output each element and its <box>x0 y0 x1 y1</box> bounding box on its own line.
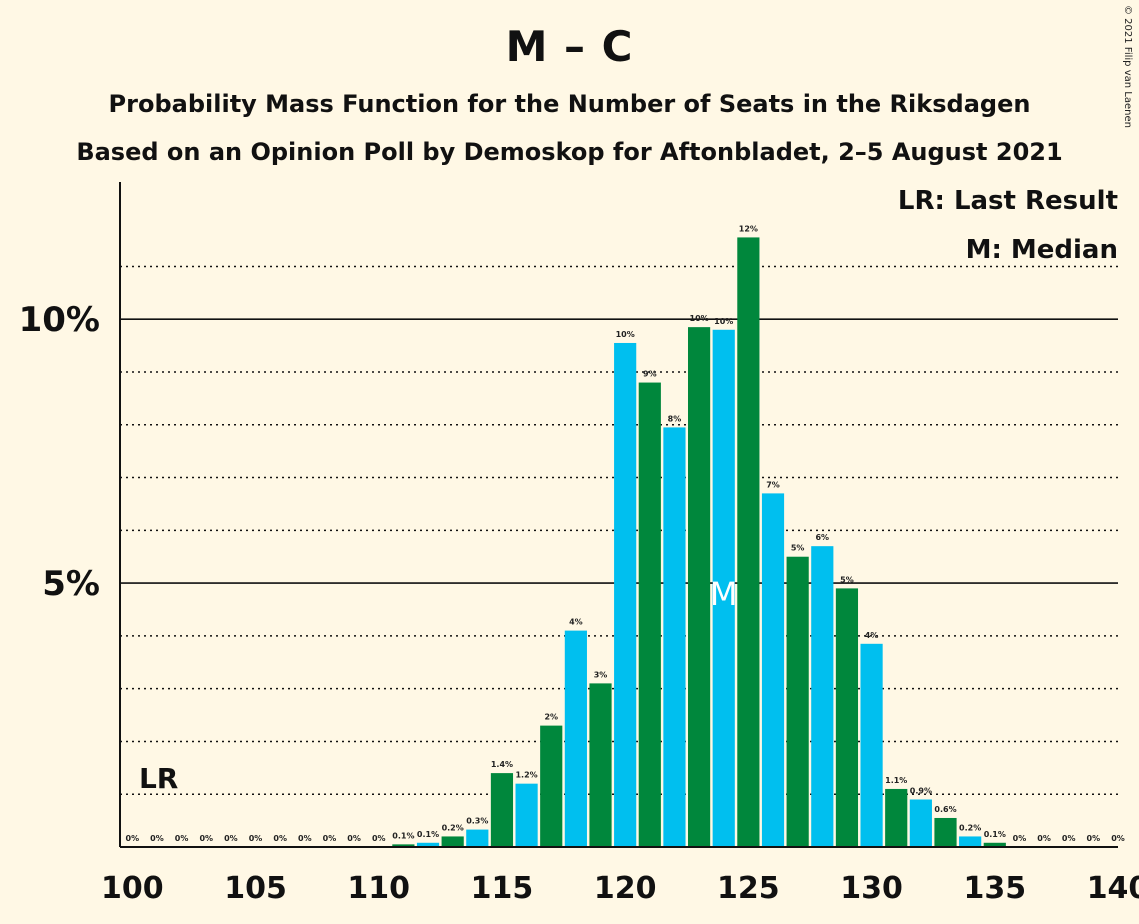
data-label-seat-101: 0% <box>150 834 164 843</box>
bar-seat-124 <box>712 329 735 847</box>
x-tick-label: 135 <box>963 871 1026 906</box>
chart-title: M – C <box>505 22 634 71</box>
bar-seat-114 <box>466 829 489 847</box>
x-tick-label: 110 <box>347 871 410 906</box>
bar-seat-134 <box>959 836 982 847</box>
data-label-seat-123: 10% <box>690 314 709 323</box>
bar-seat-130 <box>860 643 883 847</box>
data-label-seat-104: 0% <box>224 834 238 843</box>
median-marker: M <box>710 575 738 613</box>
bar-seat-115 <box>490 773 514 847</box>
axes: 5% 10% 100 105 110 115 120 125 130 135 140 <box>19 182 1139 906</box>
data-label-seat-119: 3% <box>594 670 608 679</box>
data-label-seat-110: 0% <box>372 834 386 843</box>
bar-seat-111 <box>392 844 415 847</box>
bar-seat-132 <box>909 799 932 847</box>
data-label-seat-139: 0% <box>1087 834 1101 843</box>
data-label-seat-121: 9% <box>643 370 657 379</box>
data-label-seat-108: 0% <box>323 834 337 843</box>
data-label-seat-134: 0.2% <box>959 823 981 832</box>
data-label-seat-102: 0% <box>175 834 189 843</box>
data-label-seat-118: 4% <box>569 618 583 627</box>
data-label-seat-127: 5% <box>791 544 805 553</box>
data-label-seat-120: 10% <box>616 330 635 339</box>
data-label-seat-132: 0.9% <box>910 787 932 796</box>
bar-seat-121 <box>638 382 661 847</box>
x-tick-label: 115 <box>471 871 534 906</box>
markers: LR M <box>139 575 738 795</box>
data-label-seat-126: 7% <box>766 480 780 489</box>
data-label-seat-117: 2% <box>544 713 558 722</box>
bar-seat-133 <box>934 817 957 847</box>
bar-seat-117 <box>540 725 563 847</box>
data-label-seat-122: 8% <box>668 414 682 423</box>
bar-seat-112 <box>416 842 440 847</box>
bar-seat-116 <box>515 783 538 847</box>
data-label-seat-124: 10% <box>714 317 733 326</box>
data-label-seat-103: 0% <box>199 834 213 843</box>
data-label-seat-131: 1.1% <box>885 776 907 785</box>
data-label-seat-111: 0.1% <box>392 831 414 840</box>
data-label-seat-135: 0.1% <box>984 830 1006 839</box>
data-label-seat-109: 0% <box>347 834 361 843</box>
data-label-seat-107: 0% <box>298 834 312 843</box>
legend: LR: Last Result M: Median <box>898 186 1118 265</box>
bar-seat-113 <box>441 836 464 847</box>
last-result-marker: LR <box>139 762 178 795</box>
bar-seat-118 <box>564 630 587 847</box>
data-label-seat-130: 4% <box>865 631 879 640</box>
bars <box>392 237 1006 847</box>
data-label-seat-138: 0% <box>1062 834 1076 843</box>
x-tick-label: 120 <box>594 871 657 906</box>
bar-seat-123 <box>687 327 711 847</box>
bar-seat-122 <box>663 427 686 847</box>
x-tick-label: 130 <box>840 871 903 906</box>
legend-last-result: LR: Last Result <box>898 186 1118 216</box>
bar-seat-126 <box>761 493 785 847</box>
data-label-seat-112: 0.1% <box>417 830 439 839</box>
data-labels: 0% 0% 0% 0% 0% 0% 0% 0% 0% 0% 0% 0.1% 0.1%0.2%0.3%1.… <box>126 224 1125 843</box>
x-tick-label: 105 <box>224 871 287 906</box>
data-label-seat-100: 0% <box>126 834 140 843</box>
y-tick-label: 10% <box>19 300 100 340</box>
x-tick-label: 125 <box>717 871 780 906</box>
data-label-seat-128: 6% <box>815 533 829 542</box>
bar-seat-120 <box>614 342 637 847</box>
bar-seat-127 <box>786 556 809 847</box>
bar-seat-128 <box>811 546 834 847</box>
chart-subtitle-source: Based on an Opinion Poll by Demoskop for… <box>76 138 1063 166</box>
bar-seat-129 <box>835 588 859 847</box>
bar-seat-135 <box>983 842 1006 847</box>
data-label-seat-105: 0% <box>249 834 263 843</box>
chart-subtitle: Probability Mass Function for the Number… <box>108 90 1031 118</box>
data-label-seat-136: 0% <box>1013 834 1027 843</box>
legend-median: M: Median <box>966 235 1118 265</box>
y-tick-label: 5% <box>42 564 100 604</box>
data-label-seat-137: 0% <box>1037 834 1051 843</box>
data-label-seat-113: 0.2% <box>442 823 464 832</box>
bar-seat-125 <box>737 237 760 847</box>
data-label-seat-116: 1.2% <box>515 771 537 780</box>
x-tick-label: 100 <box>101 871 164 906</box>
data-label-seat-106: 0% <box>273 834 287 843</box>
data-label-seat-140: 0% <box>1111 834 1125 843</box>
bar-seat-131 <box>885 788 908 847</box>
data-label-seat-133: 0.6% <box>934 805 956 814</box>
data-label-seat-115: 1.4% <box>491 760 513 769</box>
data-label-seat-125: 12% <box>739 224 758 233</box>
data-label-seat-114: 0.3% <box>466 817 488 826</box>
bar-seat-119 <box>589 683 612 847</box>
data-label-seat-129: 5% <box>840 575 854 584</box>
x-tick-label: 140 <box>1087 871 1139 906</box>
